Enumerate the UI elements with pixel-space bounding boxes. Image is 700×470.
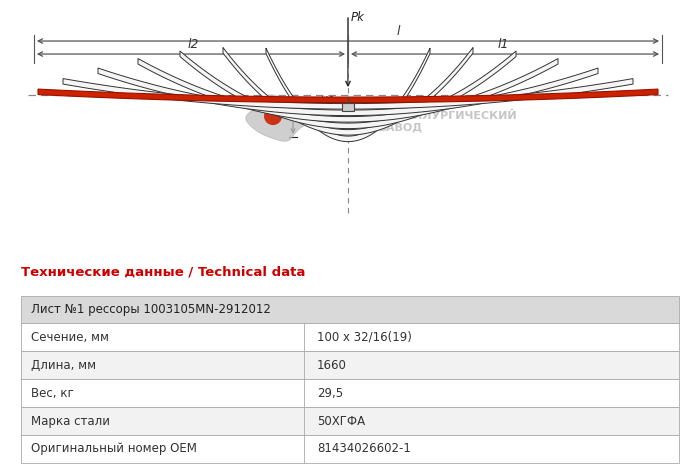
Bar <box>21 323 679 351</box>
Polygon shape <box>38 89 658 102</box>
Text: Оригинальный номер OEM: Оригинальный номер OEM <box>31 442 197 455</box>
Text: Длина, мм: Длина, мм <box>31 359 96 372</box>
Bar <box>21 296 679 323</box>
Circle shape <box>264 107 282 125</box>
Text: l2: l2 <box>188 38 199 51</box>
Text: 1660: 1660 <box>317 359 347 372</box>
Polygon shape <box>266 48 430 141</box>
Text: 29,5: 29,5 <box>317 387 343 400</box>
Text: l: l <box>396 25 400 38</box>
Text: 81434026602-1: 81434026602-1 <box>317 442 411 455</box>
Text: H: H <box>279 110 288 122</box>
Polygon shape <box>180 51 516 129</box>
Text: H0: H0 <box>321 96 334 106</box>
Text: Сечение, мм: Сечение, мм <box>31 331 109 344</box>
Text: ЧУСОВСКОЙ: ЧУСОВСКОЙ <box>378 100 457 110</box>
Text: 100 x 32/16(19): 100 x 32/16(19) <box>317 331 412 344</box>
Text: Вес, кг: Вес, кг <box>31 387 74 400</box>
Text: Технические данные / Technical data: Технические данные / Technical data <box>21 265 305 278</box>
Text: ЗАВОД: ЗАВОД <box>378 122 422 132</box>
Bar <box>21 435 679 463</box>
Text: МЕТАЛЛУРГИЧЕСКИЙ: МЕТАЛЛУРГИЧЕСКИЙ <box>378 111 517 121</box>
Text: 50ХГФА: 50ХГФА <box>317 415 365 428</box>
Polygon shape <box>63 78 633 109</box>
Bar <box>21 351 679 379</box>
Bar <box>21 379 679 407</box>
Text: Марка стали: Марка стали <box>31 415 110 428</box>
Text: Pk: Pk <box>351 11 365 24</box>
Text: Лист №1 рессоры 1003105MN-2912012: Лист №1 рессоры 1003105MN-2912012 <box>31 303 271 316</box>
Polygon shape <box>98 68 598 116</box>
Text: l1: l1 <box>497 38 509 51</box>
Polygon shape <box>223 47 473 135</box>
Bar <box>342 102 354 110</box>
Bar <box>21 407 679 435</box>
Polygon shape <box>246 95 310 141</box>
Polygon shape <box>138 59 558 122</box>
